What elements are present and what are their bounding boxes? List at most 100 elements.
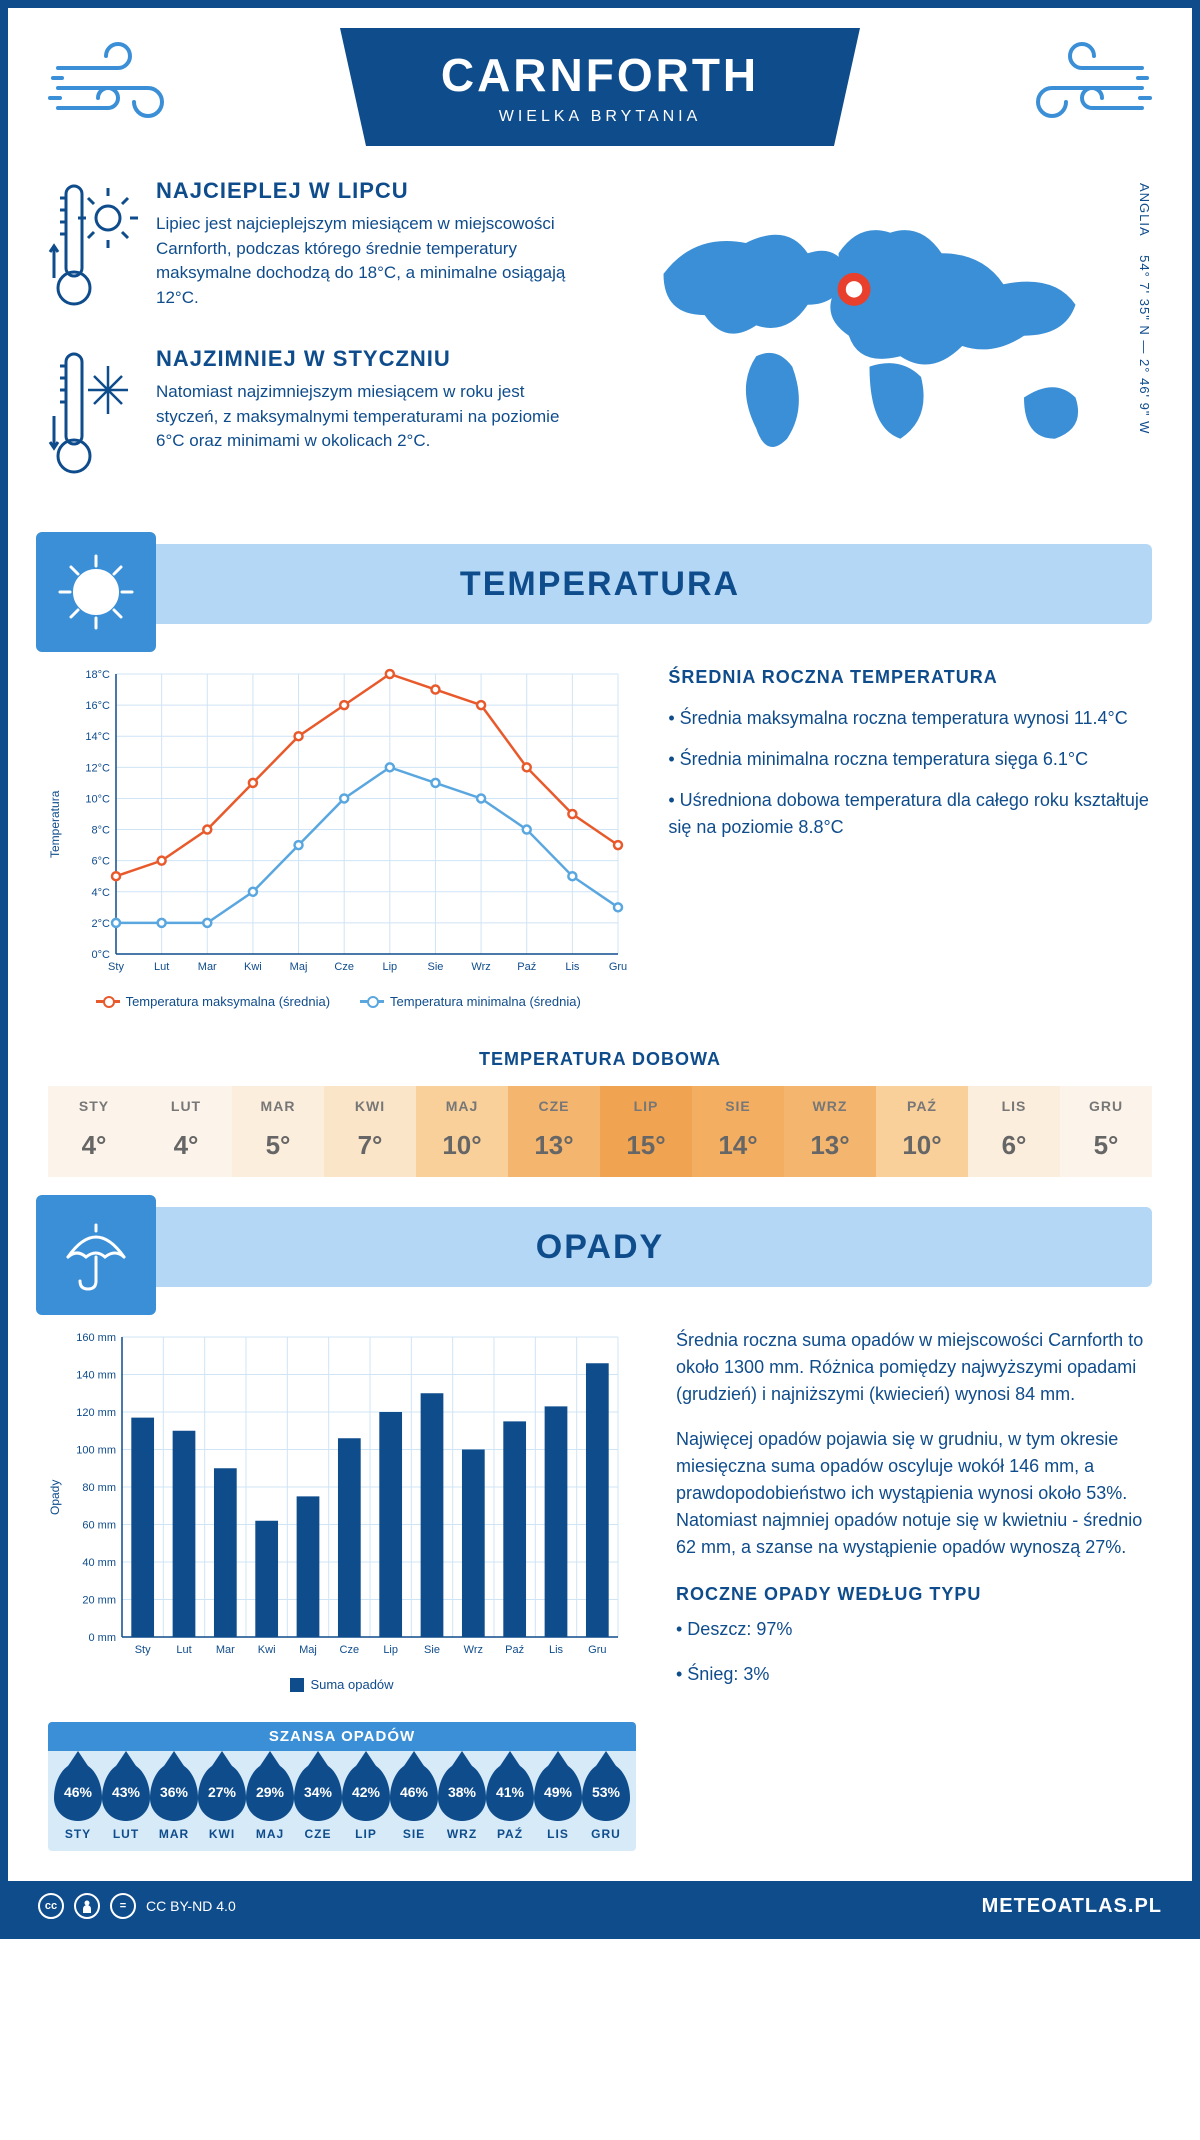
temperature-title: TEMPERATURA	[460, 565, 740, 604]
raindrop-icon: 43%	[102, 1763, 150, 1821]
svg-text:100 mm: 100 mm	[76, 1445, 116, 1457]
daily-month-label: MAR	[232, 1098, 324, 1114]
cold-text: Natomiast najzimniejszym miesiącem w rok…	[156, 380, 582, 454]
raindrop-icon: 46%	[390, 1763, 438, 1821]
precip-chart-legend: Suma opadów	[48, 1677, 636, 1692]
precipitation-bar-chart: 0 mm20 mm40 mm60 mm80 mm100 mm120 mm140 …	[68, 1327, 628, 1667]
daily-temp-cell: SIE14°	[692, 1086, 784, 1177]
rain-chance-cell: 46%STY	[54, 1763, 102, 1841]
raindrop-icon: 41%	[486, 1763, 534, 1821]
daily-temp-value: 10°	[416, 1130, 508, 1161]
temp-summary-point: • Średnia minimalna roczna temperatura s…	[668, 746, 1152, 773]
svg-text:20 mm: 20 mm	[82, 1595, 116, 1607]
lon-label: 2° 46' 9" W	[1137, 359, 1152, 434]
rain-chance-value: 27%	[208, 1784, 236, 1800]
city-title: CARNFORTH	[420, 48, 780, 102]
daily-temp-strip: STY4°LUT4°MAR5°KWI7°MAJ10°CZE13°LIP15°SI…	[48, 1086, 1152, 1177]
temp-chart-ylabel: Temperatura	[48, 664, 62, 984]
region-label: ANGLIA	[1137, 183, 1152, 237]
svg-text:Sie: Sie	[428, 961, 444, 973]
svg-text:14°C: 14°C	[85, 731, 110, 743]
daily-month-label: STY	[48, 1098, 140, 1114]
svg-text:Cze: Cze	[340, 1644, 360, 1656]
daily-temp-cell: KWI7°	[324, 1086, 416, 1177]
svg-text:60 mm: 60 mm	[82, 1520, 116, 1532]
daily-month-label: GRU	[1060, 1098, 1152, 1114]
rain-chance-month: LIP	[342, 1827, 390, 1841]
rain-chance-value: 38%	[448, 1784, 476, 1800]
temp-summary-points: • Średnia maksymalna roczna temperatura …	[668, 705, 1152, 841]
rain-chance-value: 29%	[256, 1784, 284, 1800]
raindrop-icon: 38%	[438, 1763, 486, 1821]
raindrop-icon: 42%	[342, 1763, 390, 1821]
temp-chart-legend: Temperatura maksymalna (średnia) Tempera…	[48, 994, 628, 1009]
daily-temp-value: 15°	[600, 1130, 692, 1161]
svg-text:80 mm: 80 mm	[82, 1482, 116, 1494]
svg-text:Lut: Lut	[154, 961, 169, 973]
precip-type-point: • Deszcz: 97%	[676, 1616, 1152, 1643]
rain-chance-cell: 27%KWI	[198, 1763, 246, 1841]
svg-text:16°C: 16°C	[85, 700, 110, 712]
precip-type-points: • Deszcz: 97%• Śnieg: 3%	[676, 1616, 1152, 1688]
rain-chance-cell: 49% LIS	[534, 1763, 582, 1841]
svg-text:8°C: 8°C	[92, 825, 111, 837]
license-label: CC BY-ND 4.0	[146, 1898, 236, 1914]
daily-month-label: MAJ	[416, 1098, 508, 1114]
rain-chance-month: MAJ	[246, 1827, 294, 1841]
rain-chance-value: 46%	[400, 1784, 428, 1800]
svg-text:4°C: 4°C	[92, 887, 111, 899]
rain-chance-cell: 43% LUT	[102, 1763, 150, 1841]
cc-icon: cc	[38, 1893, 64, 1919]
rain-chance-value: 41%	[496, 1784, 524, 1800]
precip-chart-ylabel: Opady	[48, 1327, 62, 1667]
raindrop-icon: 29%	[246, 1763, 294, 1821]
svg-text:Sty: Sty	[135, 1644, 151, 1656]
daily-temp-cell: LIP15°	[600, 1086, 692, 1177]
rain-chance-month: MAR	[150, 1827, 198, 1841]
svg-text:10°C: 10°C	[85, 793, 110, 805]
rain-chance-cell: 53%GRU	[582, 1763, 630, 1841]
svg-text:Mar: Mar	[216, 1644, 235, 1656]
rain-chance-month: WRZ	[438, 1827, 486, 1841]
world-map-icon	[612, 178, 1127, 514]
rain-chance-row: 46%STY43%LUT36%MAR27%KWI29%MAJ34%CZE42%L…	[48, 1751, 636, 1851]
raindrop-icon: 46%	[54, 1763, 102, 1821]
raindrop-icon: 49%	[534, 1763, 582, 1821]
precip-legend-label: Suma opadów	[310, 1677, 393, 1692]
daily-month-label: WRZ	[784, 1098, 876, 1114]
legend-max-label: Temperatura maksymalna (średnia)	[126, 994, 330, 1009]
rain-chance-month: CZE	[294, 1827, 342, 1841]
daily-month-label: LIS	[968, 1098, 1060, 1114]
svg-text:Lis: Lis	[565, 961, 580, 973]
svg-text:Lip: Lip	[382, 961, 397, 973]
precipitation-section-header: OPADY	[48, 1207, 1152, 1287]
svg-text:Gru: Gru	[588, 1644, 606, 1656]
daily-month-label: CZE	[508, 1098, 600, 1114]
thermometer-hot-icon	[48, 178, 138, 318]
svg-text:Paź: Paź	[505, 1644, 524, 1656]
daily-month-label: PAŹ	[876, 1098, 968, 1114]
hot-text: Lipiec jest najcieplejszym miesiącem w m…	[156, 212, 582, 311]
svg-text:Lut: Lut	[176, 1644, 191, 1656]
rain-chance-month: LIS	[534, 1827, 582, 1841]
svg-text:Sie: Sie	[424, 1644, 440, 1656]
rain-chance-title: SZANSA OPADÓW	[48, 1722, 636, 1751]
daily-temp-cell: PAŹ10°	[876, 1086, 968, 1177]
daily-temp-cell: GRU5°	[1060, 1086, 1152, 1177]
svg-text:40 mm: 40 mm	[82, 1557, 116, 1569]
temperature-line-chart: 0°C2°C4°C6°C8°C10°C12°C14°C16°C18°CStyLu…	[68, 664, 628, 984]
svg-text:18°C: 18°C	[85, 669, 110, 681]
svg-text:Wrz: Wrz	[471, 961, 490, 973]
coordinates: ANGLIA 54° 7' 35" N — 2° 46' 9" W	[1127, 178, 1152, 514]
temperature-section-header: TEMPERATURA	[48, 544, 1152, 624]
svg-text:Wrz: Wrz	[464, 1644, 483, 1656]
rain-chance-month: LUT	[102, 1827, 150, 1841]
daily-temp-value: 13°	[784, 1130, 876, 1161]
rain-chance-value: 49%	[544, 1784, 572, 1800]
precip-type-title: ROCZNE OPADY WEDŁUG TYPU	[676, 1581, 1152, 1608]
intro-row: NAJCIEPLEJ W LIPCU Lipiec jest najcieple…	[48, 178, 1152, 514]
nd-icon: =	[110, 1893, 136, 1919]
precipitation-title: OPADY	[536, 1228, 664, 1267]
daily-temp-cell: WRZ 13°	[784, 1086, 876, 1177]
precip-para-2: Najwięcej opadów pojawia się w grudniu, …	[676, 1426, 1152, 1561]
